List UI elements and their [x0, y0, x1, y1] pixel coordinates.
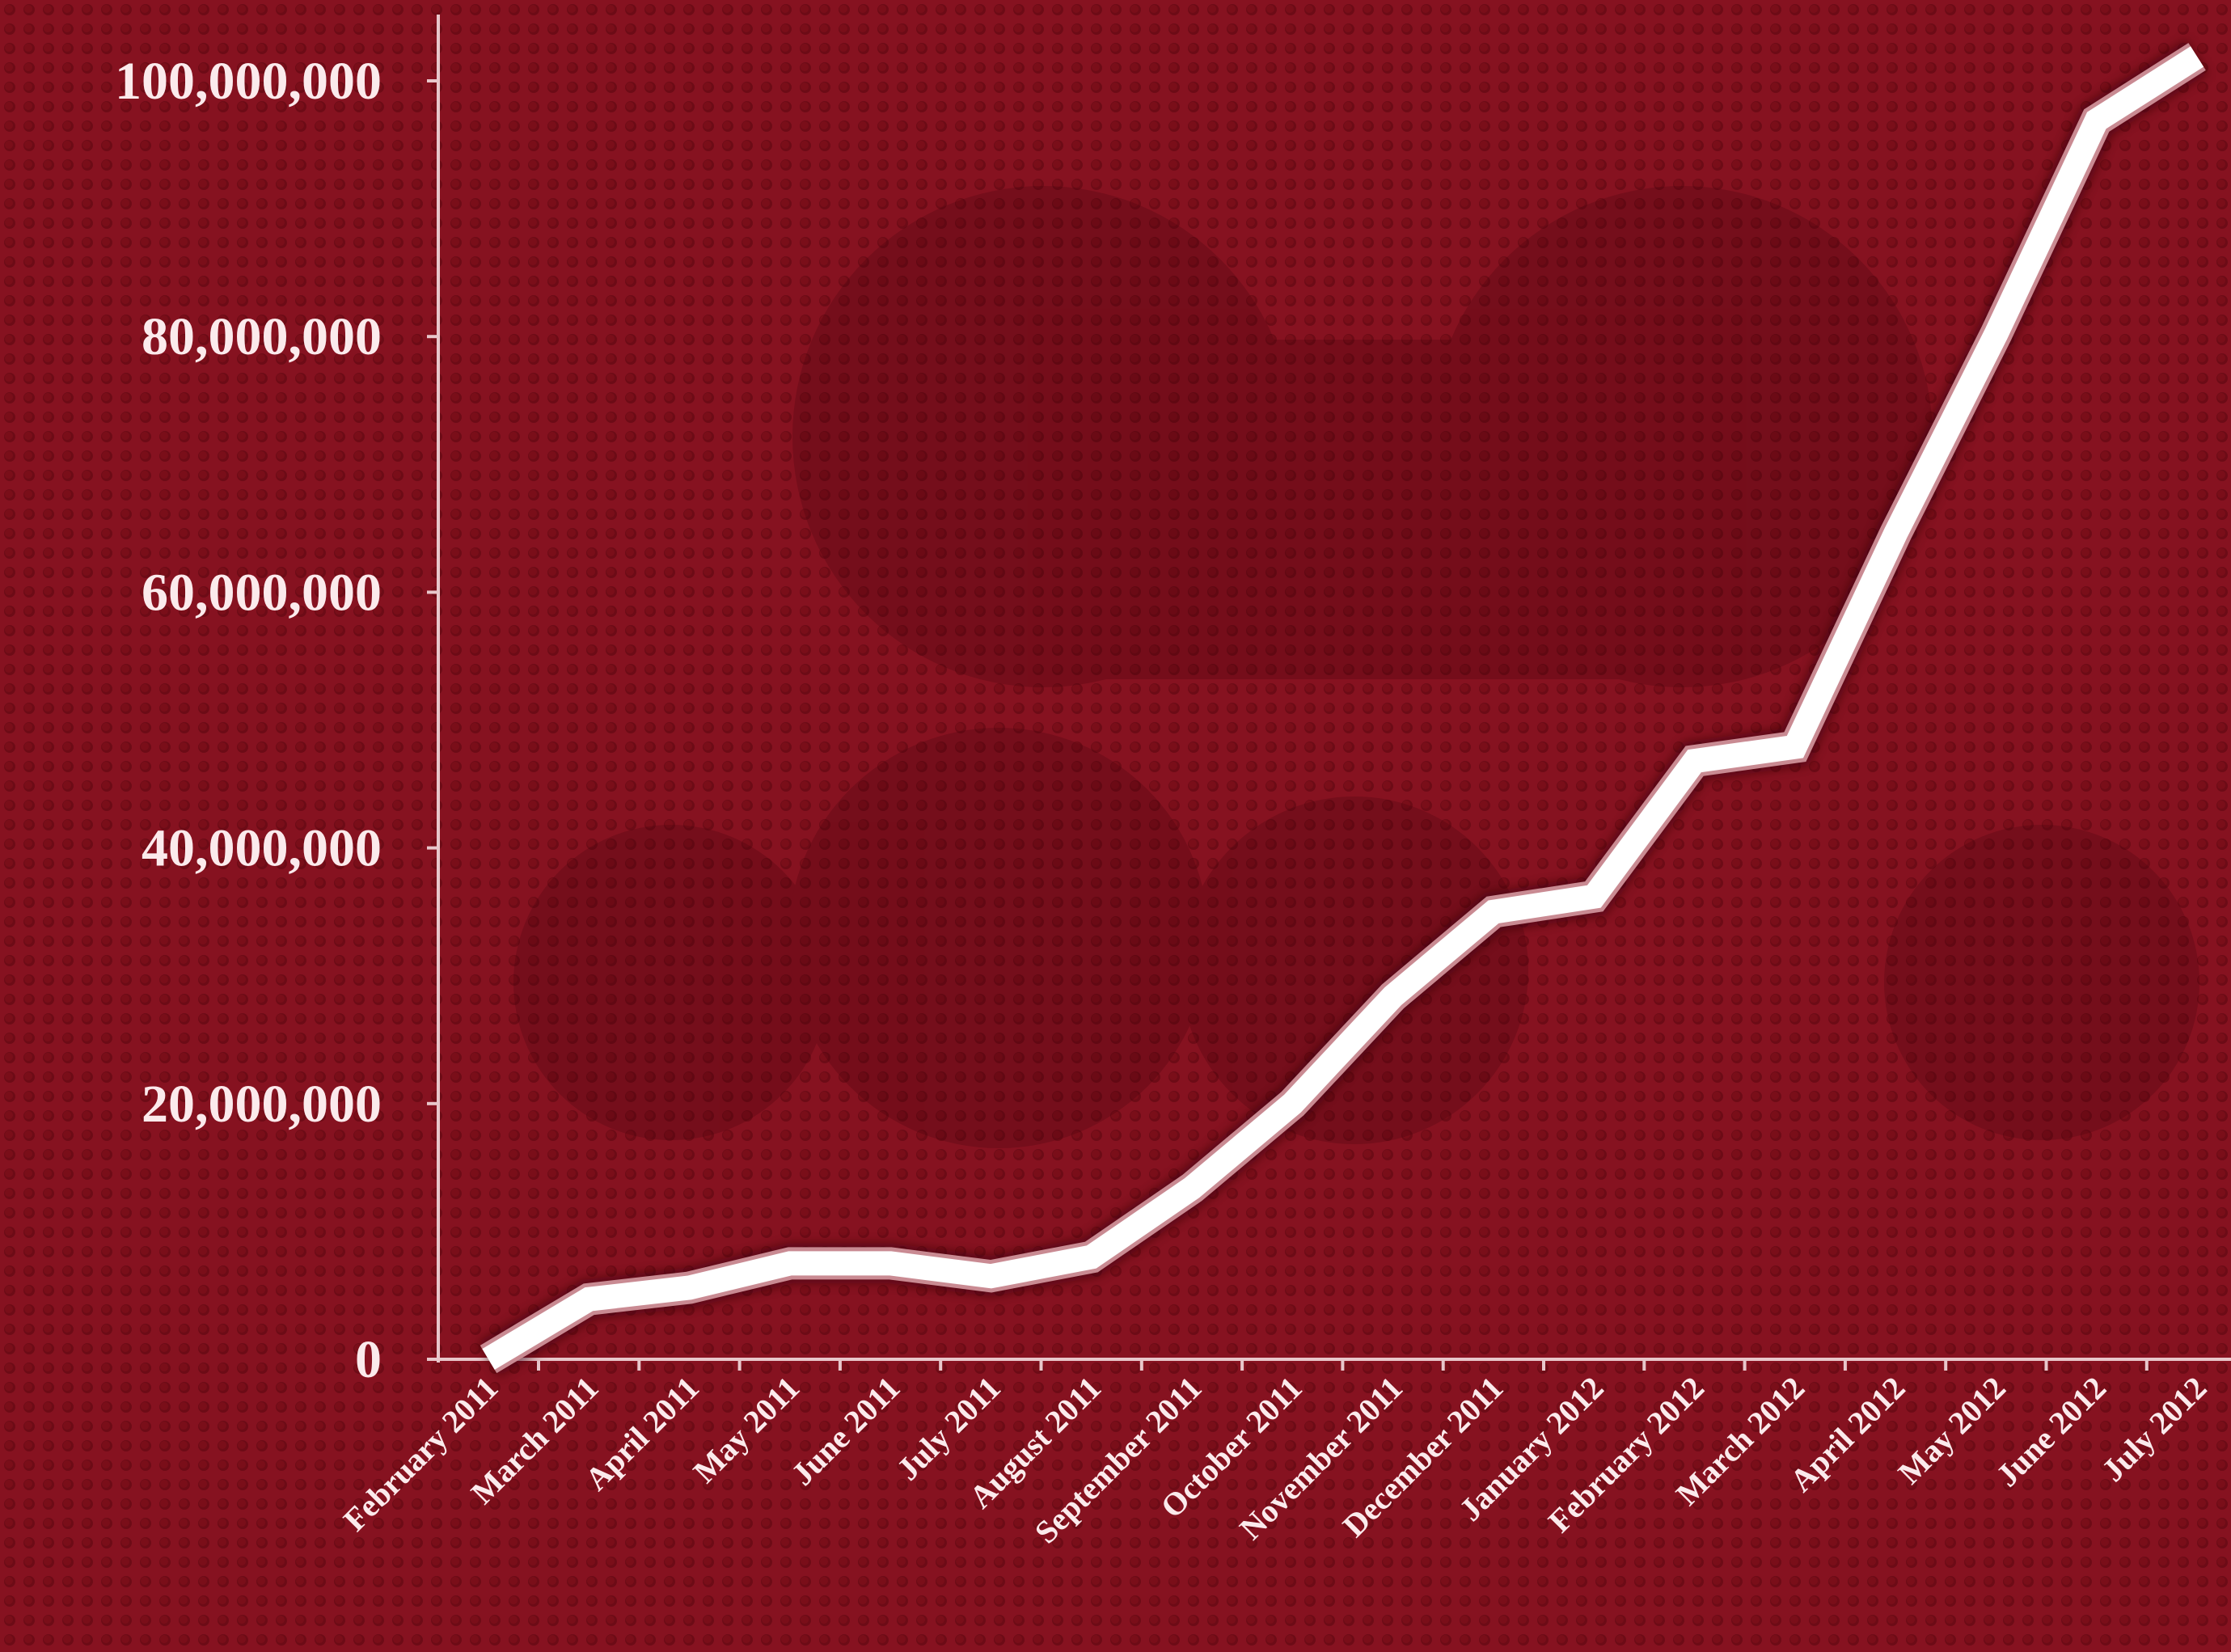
y-tick-label: 80,000,000: [142, 307, 382, 366]
y-tick-label: 100,000,000: [115, 52, 382, 111]
background-logo: [513, 186, 2199, 1148]
line: [482, 46, 2204, 1370]
y-tick-label: 60,000,000: [142, 563, 382, 622]
y-tick-label: 40,000,000: [142, 819, 382, 878]
axes: [429, 15, 2231, 1363]
y-tick-label: 0: [355, 1330, 382, 1389]
y-tick-label: 20,000,000: [142, 1075, 382, 1134]
